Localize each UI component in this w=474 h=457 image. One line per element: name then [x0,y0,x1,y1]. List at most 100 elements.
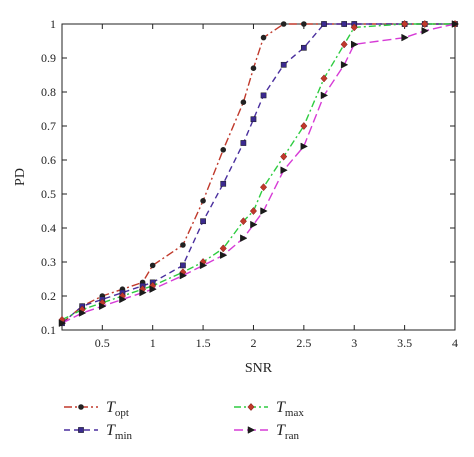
x-axis-title: SNR [245,361,273,376]
x-tick-label: 1 [150,336,156,350]
legend-swatch-marker [247,403,255,411]
data-point-ran [250,220,258,229]
data-point-ran [320,91,329,100]
data-point-ran [179,271,188,280]
legend-entry-ran: Tran [234,422,299,442]
legend-label-base: T [106,422,116,439]
data-point-opt [149,262,156,269]
data-point-max [249,207,257,215]
data-point-opt [220,147,227,153]
data-point-max [401,20,409,28]
data-point-max [219,244,227,253]
data-point-ran [401,33,409,42]
legend-entry-max: Tmax [234,399,304,419]
data-point-opt [260,34,267,41]
legend-entry-opt: Topt [64,399,129,419]
data-point-opt [250,65,257,71]
legend-label-base: T [276,399,286,416]
data-point-ran [219,251,228,260]
data-point-min [300,44,307,51]
y-tick-label: 0.3 [41,255,56,269]
data-point-min [280,61,287,68]
data-point-ran [149,285,157,294]
legend-swatch-marker [78,404,84,410]
plot-area-border [61,23,456,331]
data-point-max [350,23,358,32]
series-line-opt [61,23,455,324]
data-point-max [260,183,268,192]
legend-label: Tran [276,422,299,442]
data-point-ran [240,234,248,243]
x-tick-label: 0.5 [95,336,110,350]
data-point-min [250,116,257,123]
legend-label-subscript: opt [115,407,129,419]
series-line-min [61,23,455,324]
legend-label-base: T [106,399,116,416]
data-point-min [260,92,267,99]
y-tick-label: 0.7 [41,119,56,133]
data-point-max [340,40,348,49]
data-point-max [280,152,288,161]
data-point-min [341,21,348,27]
legend-label: Topt [106,399,129,419]
data-point-min [180,262,186,269]
data-point-ran [119,295,127,304]
data-point-ran [350,40,359,49]
y-axis-title: PD [13,168,28,186]
data-point-min [220,180,227,187]
legend-swatch-marker [78,427,84,433]
legend-label-subscript: max [285,407,304,419]
data-point-ran [139,288,147,297]
data-point-ran [78,309,87,317]
legend-label-base: T [276,422,286,439]
y-tick-label: 0.2 [41,289,56,303]
data-point-max [300,122,308,130]
y-tick-label: 0.4 [41,221,56,235]
x-axis-ticks: 0.5 1 1.5 2 2.5 3 3.5 4 [95,24,458,350]
x-tick-label: 1.5 [196,336,211,350]
data-point-ran [421,26,429,35]
data-point-opt [200,198,206,204]
data-point-ran [280,166,288,175]
data-point-ran [99,302,107,311]
legend-swatch-marker [247,426,256,434]
data-point-opt [301,21,307,27]
data-point-opt [180,242,186,248]
y-tick-label: 0.9 [41,51,56,65]
data-point-ran [58,319,67,328]
data-point-max [239,217,247,226]
data-point-min [240,140,247,146]
data-point-min [200,218,206,225]
y-tick-label: 0.8 [41,85,56,99]
data-point-ran [451,20,460,28]
legend-label: Tmin [106,422,133,442]
data-point-ran [199,261,208,270]
y-axis-ticks: 0.1 0.2 0.3 0.4 0.5 0.6 0.7 0.8 0.9 1 [41,17,455,337]
x-tick-label: 3.5 [397,336,412,350]
data-point-ran [300,142,308,151]
series-markers [58,20,460,328]
data-point-opt [240,99,247,105]
series-line-max [61,23,455,321]
x-tick-label: 3 [351,336,357,350]
series-lines [61,23,456,324]
data-point-max [320,74,328,83]
series-line-ran [61,23,456,324]
x-tick-label: 2.5 [296,336,311,350]
legend-entry-min: Tmin [64,422,133,442]
x-tick-label: 2 [250,336,256,350]
data-point-max [421,20,429,28]
plot-frame [61,23,456,331]
data-point-ran [260,207,268,215]
y-tick-label: 0.1 [41,323,56,337]
legend-label-subscript: ran [285,430,300,442]
y-tick-label: 0.5 [41,187,56,201]
y-tick-label: 1 [50,17,56,31]
y-tick-label: 0.6 [41,153,56,167]
data-point-ran [340,60,349,69]
data-point-opt [280,21,287,27]
legend-label-subscript: min [115,430,133,442]
